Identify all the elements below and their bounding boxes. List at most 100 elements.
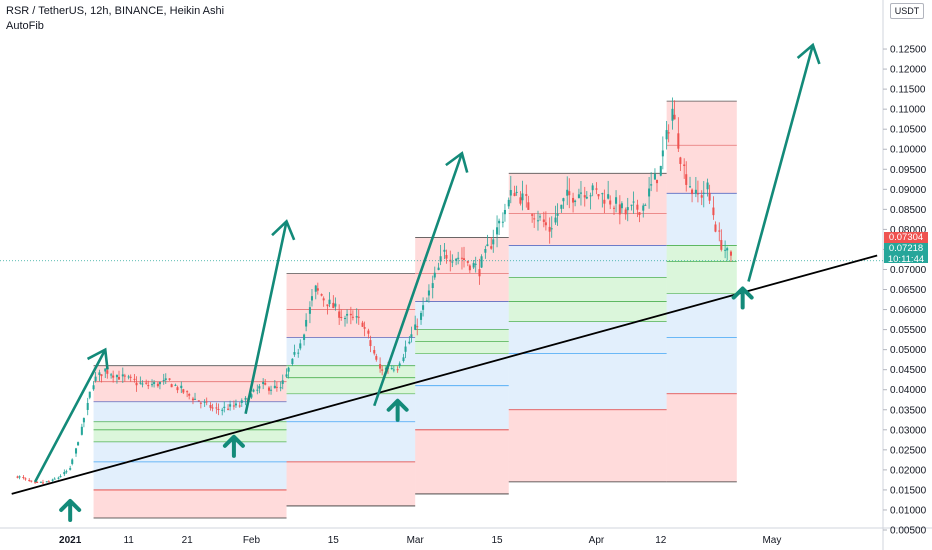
- y-tick-label: 0.05000: [890, 345, 927, 356]
- candle-body: [624, 209, 627, 215]
- candle-body: [714, 224, 717, 232]
- candle-body: [340, 316, 343, 318]
- candle-body: [542, 219, 545, 222]
- fib-band: [93, 441, 287, 462]
- candle-body: [462, 258, 466, 261]
- y-tick-label: 0.08000: [890, 225, 927, 236]
- candle-body: [80, 426, 83, 435]
- candle-body: [673, 114, 676, 120]
- candle-body: [211, 407, 214, 409]
- candle-body: [106, 370, 109, 374]
- candle-body: [661, 150, 664, 157]
- fib-band: [286, 421, 416, 462]
- candle-body: [685, 174, 688, 185]
- candle-body: [100, 374, 103, 377]
- fib-band: [666, 145, 737, 194]
- candle-body: [724, 249, 727, 251]
- candle-body: [439, 256, 442, 262]
- candle-body: [536, 220, 540, 222]
- candle-body: [174, 384, 177, 386]
- candle-body: [147, 385, 150, 387]
- candle-body: [112, 375, 115, 378]
- candle-body: [22, 476, 25, 478]
- candle-body: [609, 200, 612, 205]
- candle-body: [232, 405, 235, 407]
- candle-body: [539, 216, 542, 218]
- candle-body: [589, 195, 592, 197]
- candle-body: [39, 481, 42, 483]
- candle-body: [694, 189, 697, 194]
- indicator-label: AutoFib: [6, 20, 44, 32]
- candle-body: [205, 401, 208, 403]
- candle-body: [574, 200, 577, 202]
- candle-body: [69, 468, 72, 470]
- candle-body: [683, 164, 686, 166]
- candle-body: [367, 330, 370, 334]
- candle-body: [256, 389, 259, 391]
- candle-body: [244, 397, 247, 400]
- candle-body: [264, 382, 267, 385]
- candle-body: [691, 189, 694, 195]
- drawn-arrow-head: [796, 42, 821, 65]
- candle-body: [258, 386, 261, 389]
- candle-body: [396, 369, 399, 371]
- candle-body: [279, 387, 282, 389]
- currency-label[interactable]: USDT: [890, 3, 924, 19]
- candle-body: [712, 207, 715, 216]
- fib-band: [286, 461, 416, 506]
- candle-body: [281, 380, 284, 384]
- candle-body: [308, 307, 311, 314]
- candle-body: [51, 479, 54, 481]
- candle-body: [390, 368, 393, 370]
- chart-title: RSR / TetherUS, 12h, BINANCE, Heikin Ash…: [6, 5, 225, 17]
- candle-body: [653, 173, 656, 180]
- fib-band: [93, 421, 287, 430]
- x-tick-label: 2021: [59, 535, 82, 546]
- candle-body: [153, 382, 156, 384]
- candle-body: [550, 228, 553, 230]
- candle-body: [612, 207, 616, 209]
- fib-band: [508, 245, 667, 278]
- x-tick-label: Apr: [589, 535, 605, 546]
- candle-body: [665, 130, 668, 140]
- candle-body: [363, 327, 366, 329]
- candle-body: [193, 398, 197, 400]
- fib-band: [93, 365, 287, 382]
- fib-band: [93, 381, 287, 402]
- candle-body: [720, 240, 723, 250]
- candle-body: [252, 389, 255, 392]
- candle-body: [334, 303, 337, 307]
- y-tick-label: 0.05500: [890, 325, 927, 336]
- candle-body: [361, 322, 364, 327]
- fib-band: [286, 273, 416, 310]
- y-tick-label: 0.03000: [890, 425, 927, 436]
- candle-body: [351, 316, 354, 318]
- candle-body: [287, 367, 290, 372]
- candle-body: [156, 383, 159, 387]
- candle-body: [349, 313, 352, 316]
- candle-body: [332, 302, 335, 309]
- candle-body: [642, 205, 645, 211]
- candle-body: [227, 408, 230, 410]
- candle-body: [572, 197, 575, 203]
- candle-body: [36, 482, 39, 484]
- x-tick-label: 11: [123, 535, 134, 546]
- candle-body: [667, 132, 670, 134]
- candle-body: [297, 352, 300, 354]
- candle-body: [229, 404, 232, 407]
- candle-body: [326, 304, 329, 307]
- candle-body: [98, 372, 101, 375]
- y-tick-label: 0.04500: [890, 365, 927, 376]
- candle-body: [544, 222, 547, 226]
- candle-body: [182, 389, 185, 393]
- candle-body: [615, 197, 618, 204]
- candle-body: [677, 133, 680, 149]
- drawn-arrow-head: [271, 219, 296, 241]
- candle-body: [548, 226, 551, 232]
- candle-body: [135, 382, 138, 386]
- drawn-arrow-head: [445, 151, 469, 173]
- fib-band: [508, 301, 667, 322]
- candle-body: [299, 343, 302, 349]
- candle-body: [303, 334, 306, 340]
